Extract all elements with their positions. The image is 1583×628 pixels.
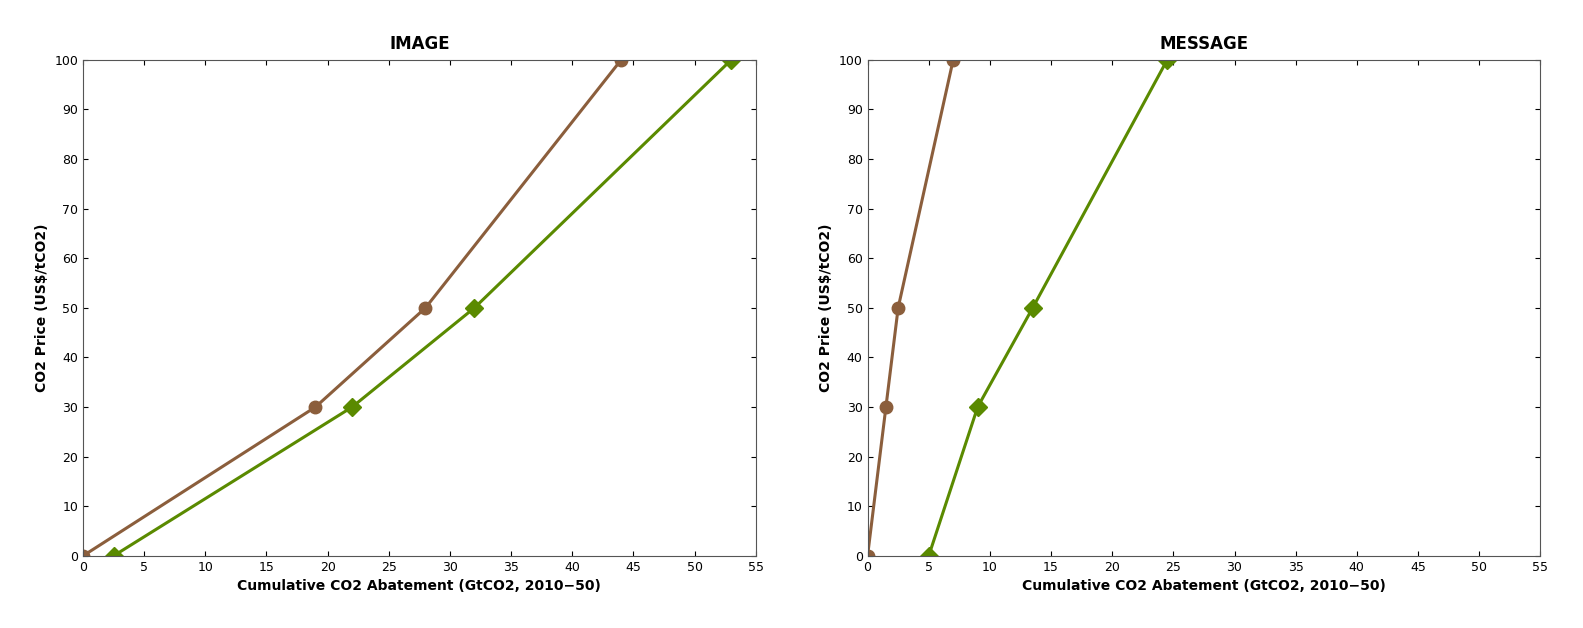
Y-axis label: CO2 Price (US$/tCO2): CO2 Price (US$/tCO2) bbox=[35, 224, 49, 392]
X-axis label: Cumulative CO2 Abatement (GtCO2, 2010−50): Cumulative CO2 Abatement (GtCO2, 2010−50… bbox=[1023, 579, 1385, 593]
Title: IMAGE: IMAGE bbox=[389, 35, 450, 53]
Title: MESSAGE: MESSAGE bbox=[1159, 35, 1249, 53]
X-axis label: Cumulative CO2 Abatement (GtCO2, 2010−50): Cumulative CO2 Abatement (GtCO2, 2010−50… bbox=[237, 579, 602, 593]
Y-axis label: CO2 Price (US$/tCO2): CO2 Price (US$/tCO2) bbox=[820, 224, 833, 392]
